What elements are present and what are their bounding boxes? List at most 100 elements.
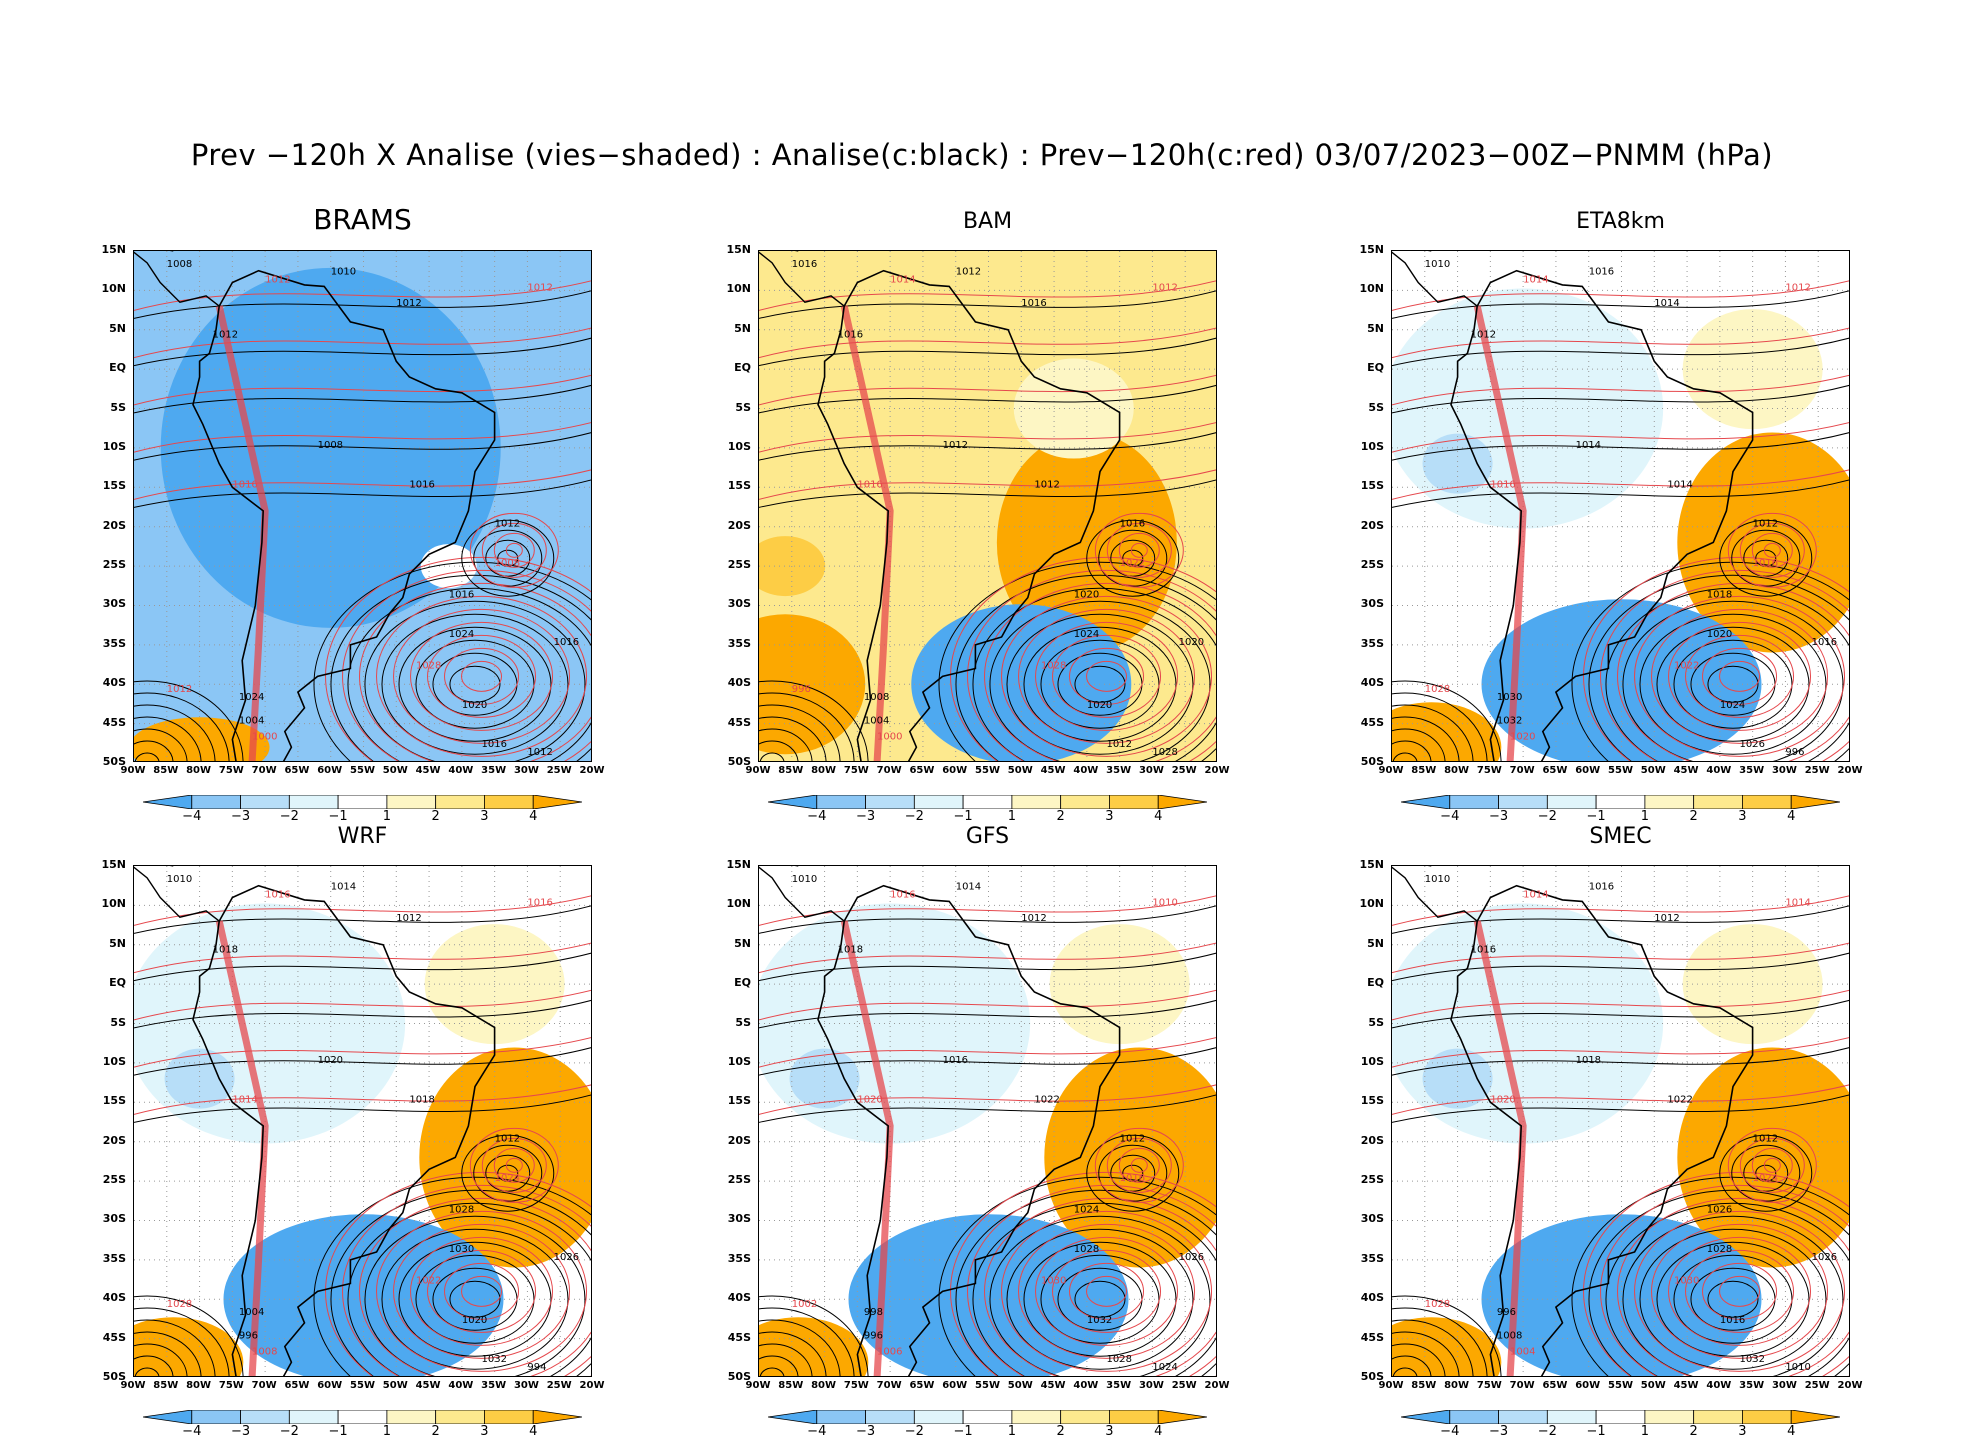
longitude-tick-label: 20W xyxy=(579,765,605,776)
forecast-contour xyxy=(1086,1275,1128,1307)
colorbar-tick-label: 4 xyxy=(529,809,538,824)
analysis-contour xyxy=(313,561,591,761)
figure-title: Prev −120h X Analise (vies−shaded) : Ana… xyxy=(190,138,1774,172)
contour-label: 1016 xyxy=(890,890,915,901)
colorbar-swatch xyxy=(1498,795,1548,809)
colorbar-swatch xyxy=(865,795,915,809)
forecast-contour xyxy=(1702,647,1778,705)
contour-label: 1012 xyxy=(1753,1134,1778,1145)
latitude-tick-label: 30S xyxy=(1360,597,1384,611)
latitude-tick-label: 5N xyxy=(109,321,126,335)
analysis-contour xyxy=(461,1134,555,1212)
longitude-tick-label: 65W xyxy=(284,765,310,776)
analysis-contour xyxy=(759,905,1216,934)
longitude-tick-label: 85W xyxy=(1411,765,1437,776)
contour-label: 1004 xyxy=(239,1307,264,1318)
latitude-tick-label: 50S xyxy=(727,1370,751,1383)
longitude-tick-label: 35W xyxy=(481,765,507,776)
latitude-tick-label: 10N xyxy=(1359,282,1384,296)
forecast-contour xyxy=(1727,1127,1817,1203)
colorbar-swatch xyxy=(1644,795,1695,809)
analysis-contour xyxy=(134,290,591,319)
map-panel-eta8km: ETA8km 1010 1014 1016 1014 1012 1012 1014 1016 10… xyxy=(1258,209,1862,825)
colorbar-tick-label: −1 xyxy=(328,1424,348,1439)
analysis-contour xyxy=(759,680,869,761)
analysis-contour xyxy=(134,680,244,761)
longitude-tick-label: 50W xyxy=(382,765,408,776)
longitude-tick-label: 65W xyxy=(909,765,935,776)
longitude-tick-label: 75W xyxy=(218,765,244,776)
colorbar-swatch xyxy=(1790,1410,1840,1424)
latitude-tick-label: EQ xyxy=(109,976,126,990)
contour-label: 1014 xyxy=(1576,440,1601,451)
forecast-contour xyxy=(1018,608,1196,744)
contour-label: 1010 xyxy=(1425,259,1450,270)
map-area: 1008 1012 1010 1012 1012 1012 1008 1016 1016 1012… xyxy=(133,250,592,762)
contour-label: 1032 xyxy=(1740,1354,1765,1365)
contour-label: 1000 xyxy=(877,731,902,742)
contour-label: 1016 xyxy=(527,897,552,908)
longitude-tick-label: 40W xyxy=(1073,765,1099,776)
forecast-contour xyxy=(1130,1157,1148,1173)
forecast-contour xyxy=(1035,621,1179,731)
analysis-contour xyxy=(759,952,1216,982)
analysis-contour xyxy=(485,1154,531,1192)
forecast-contour xyxy=(1763,1157,1781,1173)
colorbar-tick-label: −2 xyxy=(904,1424,924,1439)
analysis-contour xyxy=(473,1144,543,1202)
longitude-tick-label: 90W xyxy=(1378,1380,1404,1391)
longitude-tick-label: 80W xyxy=(186,765,212,776)
analysis-contour xyxy=(759,1094,1216,1123)
contour-label: 1010 xyxy=(167,874,192,885)
map-area: 1010 1016 1014 1012 1016 1018 1020 1014 1018 1012… xyxy=(133,865,592,1377)
contour-label: 1022 xyxy=(1034,1094,1059,1105)
longitude-tick-label: 25W xyxy=(1171,1380,1197,1391)
contour-label: 1022 xyxy=(1120,558,1145,569)
analysis-contour xyxy=(1571,561,1849,761)
colorbar-tick-label: −2 xyxy=(1537,1424,1557,1439)
contour-label: 1008 xyxy=(252,1346,277,1357)
bias-shade-neg xyxy=(911,604,1132,761)
analysis-contour xyxy=(485,539,531,577)
analysis-contour xyxy=(759,290,1216,319)
contour-label: 1026 xyxy=(1707,1205,1732,1216)
forecast-contour xyxy=(134,469,591,500)
latitude-tick-label: 10N xyxy=(101,282,126,296)
colorbar xyxy=(143,1410,582,1424)
forecast-contour xyxy=(134,942,591,974)
analysis-contour xyxy=(381,1228,569,1370)
andes-contour-band xyxy=(215,305,269,761)
forecast-contour xyxy=(393,1223,571,1359)
contour-label: 996 xyxy=(239,1331,258,1342)
contour-label: 1020 xyxy=(1087,700,1112,711)
forecast-contour xyxy=(134,422,591,453)
longitude-tick-label: 20W xyxy=(1837,1380,1863,1391)
map-panel-bam: BAM 1016 1014 1012 1016 1012 1016 1012 1016 1012 1… xyxy=(625,209,1229,825)
latitude-tick-label: 35S xyxy=(727,1251,751,1265)
forecast-contour xyxy=(410,621,554,731)
forecast-contour xyxy=(984,1197,1216,1376)
forecast-contour xyxy=(1001,595,1213,757)
colorbar-tick-label: 1 xyxy=(382,1424,392,1439)
colorbar-swatch xyxy=(913,1410,964,1424)
forecast-contour xyxy=(759,942,1216,974)
longitude-tick-label: 50W xyxy=(382,1380,408,1391)
latitude-tick-label: 40S xyxy=(102,676,126,690)
longitude-tick-label: 60W xyxy=(942,765,968,776)
contour-label: 1018 xyxy=(409,1094,434,1105)
colorbar-swatch xyxy=(143,795,193,809)
colorbar-swatch xyxy=(143,1410,193,1424)
longitude-tick-label: 25W xyxy=(1171,765,1197,776)
central-america-coastline xyxy=(134,866,220,922)
colorbar-tick-label: −4 xyxy=(182,1424,202,1439)
analysis-contour xyxy=(955,574,1216,761)
colorbar-tick-label: −3 xyxy=(855,1424,876,1439)
analysis-contour xyxy=(1719,1134,1813,1212)
forecast-contour xyxy=(1583,1171,1849,1376)
forecast-contour xyxy=(967,1184,1216,1376)
colorbar-swatch xyxy=(913,795,964,809)
contour-label: 996 xyxy=(1785,747,1804,758)
analysis-contour xyxy=(134,999,591,1029)
forecast-contour xyxy=(1739,522,1805,578)
longitude-tick-label: 55W xyxy=(975,1380,1000,1391)
